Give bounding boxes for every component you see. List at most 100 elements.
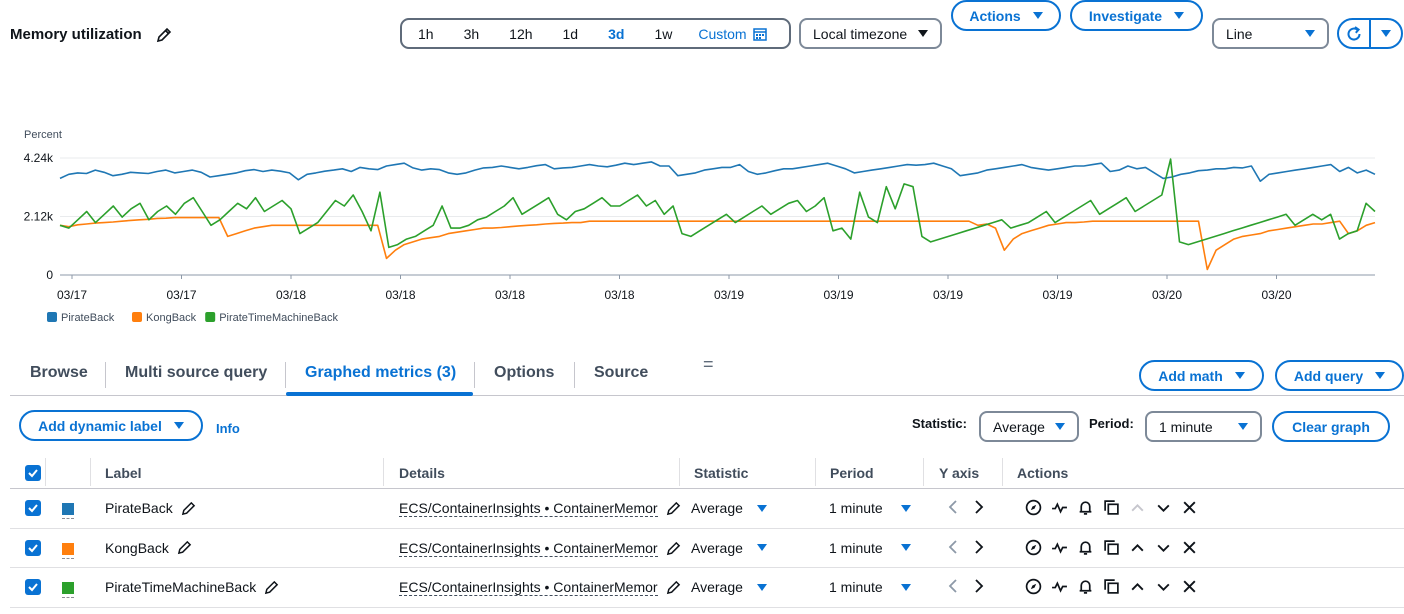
header-y-axis[interactable]: Y axis (939, 465, 980, 481)
chevron-right-icon[interactable] (973, 499, 985, 515)
bell-icon[interactable] (1077, 539, 1094, 556)
tab-multi-source-query[interactable]: Multi source query (125, 364, 268, 381)
row-statistic-dropdown[interactable]: Average (691, 500, 767, 516)
chevron-up-icon[interactable] (1129, 539, 1146, 556)
range-3h[interactable]: 3h (463, 25, 480, 42)
y-tick-label: 0 (46, 268, 53, 282)
metrics-tabs: Browse Multi source query Graphed metric… (10, 354, 1404, 396)
header-actions: Actions (1017, 465, 1069, 481)
edit-pencil-icon[interactable] (666, 580, 681, 595)
bell-icon[interactable] (1077, 499, 1094, 516)
legend-label[interactable]: KongBack (146, 312, 197, 324)
chevron-right-icon[interactable] (973, 578, 985, 594)
widget-title: Memory utilization (10, 26, 172, 43)
edit-pencil-icon[interactable] (666, 501, 681, 516)
legend-label[interactable]: PirateTimeMachineBack (219, 312, 338, 324)
duplicate-icon[interactable] (1103, 539, 1120, 556)
chevron-down-icon[interactable] (1155, 578, 1172, 595)
refresh-button[interactable] (1339, 20, 1369, 47)
legend-label[interactable]: PirateBack (61, 312, 115, 324)
edit-pencil-icon[interactable] (666, 541, 681, 556)
actions-button[interactable]: Actions (951, 0, 1061, 31)
anomaly-detection-icon[interactable] (1051, 578, 1068, 595)
range-1d[interactable]: 1d (562, 25, 579, 42)
row-details-text[interactable]: ECS/ContainerInsights • ContainerMemor (399, 500, 658, 517)
edit-pencil-icon[interactable] (177, 540, 192, 555)
header-period[interactable]: Period (830, 465, 874, 481)
range-12h[interactable]: 12h (509, 25, 533, 42)
legend-swatch[interactable] (47, 312, 57, 322)
range-1h[interactable]: 1h (418, 25, 434, 42)
series-color-swatch[interactable] (62, 542, 74, 559)
tab-options[interactable]: Options (494, 364, 555, 381)
chevron-left-icon[interactable] (947, 539, 959, 555)
compass-icon[interactable] (1025, 578, 1042, 595)
row-checkbox[interactable] (25, 579, 41, 595)
custom-range-button[interactable]: Custom (684, 26, 774, 42)
row-checkbox[interactable] (25, 539, 41, 556)
add-math-button[interactable]: Add math (1139, 360, 1264, 391)
statistic-dropdown[interactable]: Average (979, 411, 1079, 442)
x-tick-label: 03/17 (166, 288, 196, 302)
tab-source[interactable]: Source (594, 364, 649, 381)
anomaly-detection-icon[interactable] (1051, 499, 1068, 516)
check-icon (28, 583, 38, 592)
row-period-dropdown[interactable]: 1 minute (829, 579, 911, 595)
edit-pencil-icon[interactable] (264, 580, 279, 595)
anomaly-detection-icon[interactable] (1051, 539, 1068, 556)
close-icon[interactable] (1181, 539, 1198, 556)
chevron-right-icon[interactable] (973, 539, 985, 555)
close-icon[interactable] (1181, 578, 1198, 595)
header-statistic[interactable]: Statistic (694, 465, 749, 481)
info-link[interactable]: Info (216, 421, 240, 436)
legend-swatch[interactable] (205, 312, 216, 322)
row-period-dropdown[interactable]: 1 minute (829, 500, 911, 516)
chevron-up-icon[interactable] (1129, 499, 1146, 516)
x-tick-label: 03/19 (1042, 288, 1072, 302)
edit-pencil-icon[interactable] (181, 501, 196, 516)
row-statistic-value: Average (691, 500, 743, 516)
add-query-button[interactable]: Add query (1275, 360, 1404, 391)
series-color-swatch[interactable] (62, 582, 74, 598)
series-line-piratetimemachineback[interactable] (59, 158, 1376, 249)
duplicate-icon[interactable] (1103, 499, 1120, 516)
chevron-left-icon[interactable] (947, 499, 959, 515)
series-line-kongback[interactable] (59, 216, 1376, 271)
series-color-swatch[interactable] (62, 503, 74, 519)
compass-icon[interactable] (1025, 539, 1042, 556)
pencil-icon[interactable] (156, 27, 172, 43)
add-dynamic-label-button[interactable]: Add dynamic label (19, 410, 203, 441)
chevron-left-icon[interactable] (947, 578, 959, 594)
drag-handle-icon[interactable]: = (703, 354, 714, 374)
select-all-checkbox[interactable] (25, 465, 41, 481)
x-tick-label: 03/19 (933, 288, 963, 302)
row-statistic-dropdown[interactable]: Average (691, 579, 767, 595)
header-label[interactable]: Label (105, 465, 142, 481)
investigate-button[interactable]: Investigate (1070, 0, 1203, 31)
row-statistic-dropdown[interactable]: Average (691, 540, 767, 556)
tab-graphed-metrics[interactable]: Graphed metrics (3) (305, 364, 457, 381)
chevron-up-icon[interactable] (1129, 578, 1146, 595)
range-3d[interactable]: 3d (608, 25, 625, 42)
clear-graph-button[interactable]: Clear graph (1272, 411, 1390, 442)
compass-icon[interactable] (1025, 499, 1042, 516)
chevron-down-icon[interactable] (1155, 539, 1172, 556)
series-line-pirateback[interactable] (59, 161, 1376, 183)
chart-type-dropdown[interactable]: Line (1212, 18, 1329, 49)
y-axis-switcher (947, 499, 985, 515)
legend-swatch[interactable] (132, 312, 142, 322)
row-period-dropdown[interactable]: 1 minute (829, 540, 911, 556)
row-details-text[interactable]: ECS/ContainerInsights • ContainerMemor (399, 579, 658, 596)
timezone-dropdown[interactable]: Local timezone (799, 18, 942, 49)
chevron-down-icon[interactable] (1155, 499, 1172, 516)
bell-icon[interactable] (1077, 578, 1094, 595)
refresh-interval-dropdown[interactable] (1369, 20, 1401, 47)
duplicate-icon[interactable] (1103, 578, 1120, 595)
period-dropdown[interactable]: 1 minute (1145, 411, 1262, 442)
tab-browse[interactable]: Browse (30, 364, 88, 381)
row-details-text[interactable]: ECS/ContainerInsights • ContainerMemor (399, 539, 658, 557)
range-1w[interactable]: 1w (654, 25, 673, 42)
row-checkbox[interactable] (25, 500, 41, 516)
close-icon[interactable] (1181, 499, 1198, 516)
header-details[interactable]: Details (399, 465, 445, 481)
